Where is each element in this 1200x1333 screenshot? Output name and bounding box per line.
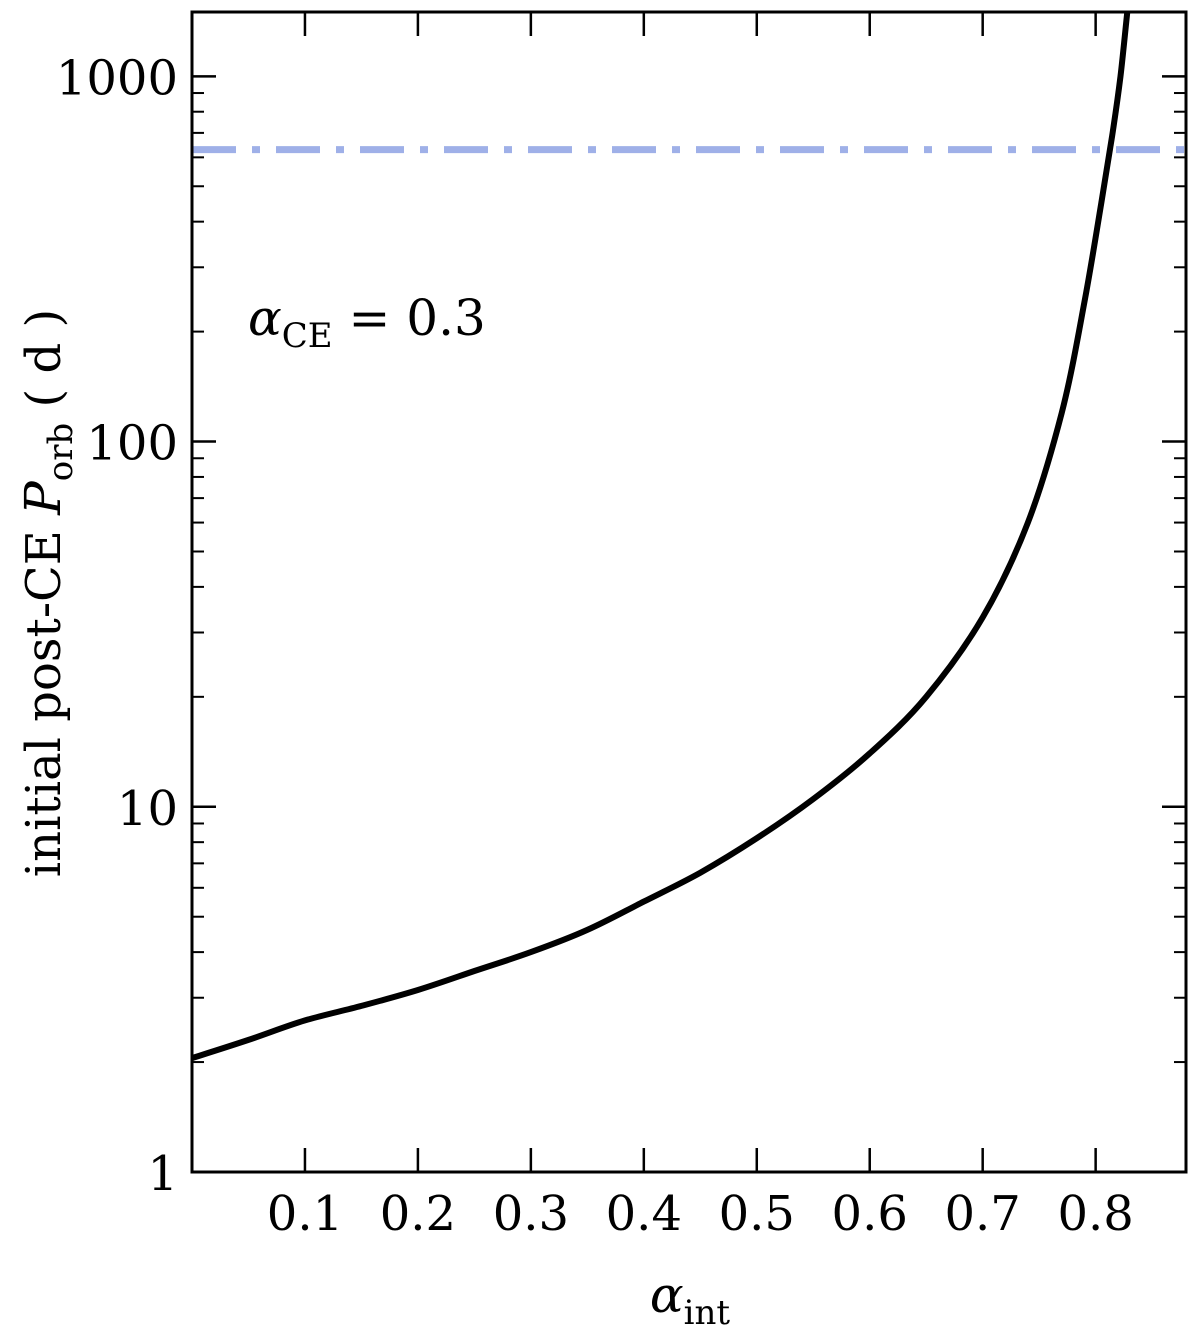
x-axis-subscript: int — [684, 1293, 731, 1333]
annotation-label: αCE = 0.3 — [248, 289, 486, 356]
minor-ticks — [192, 92, 1186, 1064]
series-line-main — [191, 11, 1131, 1061]
x-tick-label: 0.3 — [493, 1186, 569, 1242]
y-axis-symbol: P — [14, 480, 72, 516]
x-tick-label: 0.7 — [945, 1186, 1021, 1242]
x-tick-label: 0.5 — [719, 1186, 795, 1242]
x-tick-label: 0.8 — [1057, 1186, 1133, 1242]
annotation-subscript: CE — [282, 316, 333, 356]
y-tick-label: 1000 — [56, 50, 178, 106]
x-axis-label: αint — [650, 1266, 731, 1333]
x-tick-label: 0.2 — [380, 1186, 456, 1242]
x-tick-label: 0.6 — [832, 1186, 908, 1242]
y-tick-label: 1 — [147, 1146, 178, 1202]
series-layer — [191, 11, 1186, 1061]
y-tick-label: 10 — [117, 781, 178, 837]
y-axis-prefix: initial post-CE — [16, 515, 72, 877]
x-tick-label: 0.1 — [267, 1186, 343, 1242]
annotation-symbol: α — [248, 289, 282, 347]
y-axis-label: initial post-CE Porb ( d ) — [14, 309, 81, 877]
y-axis-subscript: orb — [41, 423, 81, 482]
tick-labels: 0.1 0.2 0.3 0.4 0.5 0.6 0.7 0.8 1 10 100 1000 — [56, 50, 1134, 1242]
x-tick-label: 0.4 — [606, 1186, 682, 1242]
plot-frame — [190, 10, 1188, 1174]
y-axis-unit: ( d ) — [16, 309, 72, 423]
annotation-value: = 0.3 — [333, 289, 486, 347]
x-axis-symbol: α — [650, 1266, 684, 1324]
major-ticks — [192, 12, 1186, 1172]
y-tick-label: 100 — [86, 416, 178, 472]
